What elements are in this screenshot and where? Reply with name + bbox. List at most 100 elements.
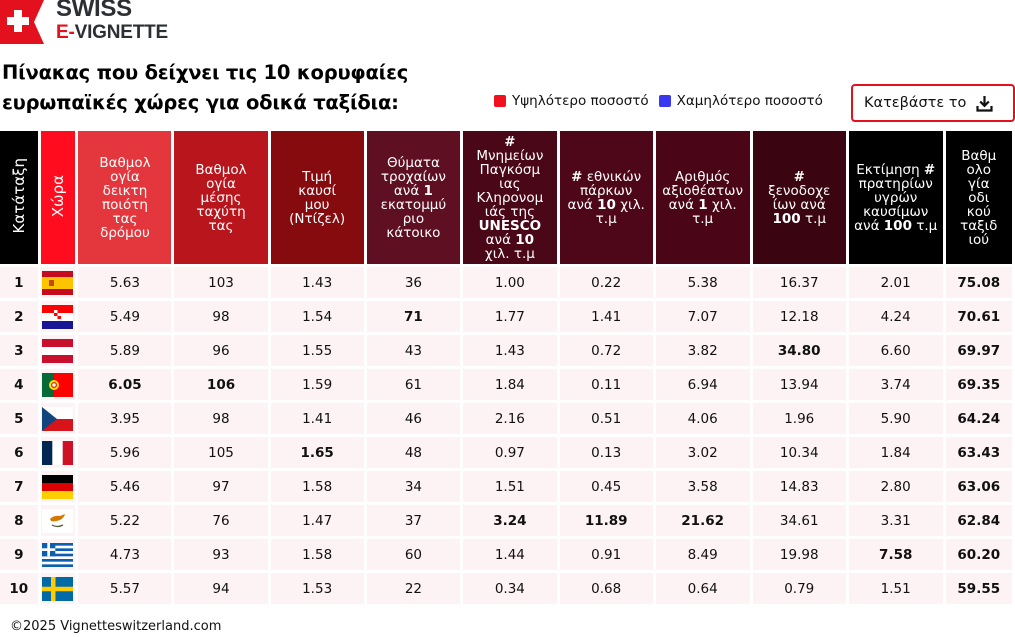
national-parks-cell: 0.11 [559, 369, 653, 400]
road-quality-cell: 5.96 [78, 437, 172, 468]
hotels-cell: 16.37 [752, 267, 846, 298]
fuel-stations-cell: 1.51 [848, 573, 943, 604]
road-deaths-cell: 48 [366, 437, 461, 468]
avg-speed-cell: 105 [174, 437, 268, 468]
portugal-flag-icon [42, 372, 74, 397]
hotels-cell: 1.96 [752, 403, 846, 434]
diesel-price-cell: 1.59 [270, 369, 364, 400]
hotels-cell: 10.34 [752, 437, 846, 468]
header-road-quality: Βαθμολ ογία δεικτη ποιότη τας δρόμου [78, 131, 172, 264]
total-score-cell: 64.24 [945, 403, 1012, 434]
logo[interactable]: SWISS E-VIGNETTE [0, 0, 180, 46]
table-row: 7 5.46 97 1.58 34 1.51 0.45 3.58 14.83 2.80 63.06 [0, 471, 1012, 502]
road-deaths-cell: 46 [366, 403, 461, 434]
country-flag-cell [40, 573, 76, 604]
legend-high: Υψηλότερο ποσοστό [494, 93, 649, 109]
avg-speed-cell: 96 [174, 335, 268, 366]
road-quality-cell: 3.95 [78, 403, 172, 434]
avg-speed-cell: 93 [174, 539, 268, 570]
fuel-stations-cell: 3.74 [848, 369, 943, 400]
fuel-stations-cell: 5.90 [848, 403, 943, 434]
header-diesel-price: Τιμή καυσί μου (Ντίζελ) [270, 131, 364, 264]
diesel-price-cell: 1.47 [270, 505, 364, 536]
diesel-price-cell: 1.65 [270, 437, 364, 468]
attractions-cell: 4.06 [655, 403, 750, 434]
road-deaths-cell: 61 [366, 369, 461, 400]
legend-low-label: Χαμηλότερο ποσοστό [676, 93, 823, 109]
logo-e-prefix: E- [56, 22, 75, 43]
avg-speed-cell: 98 [174, 403, 268, 434]
country-flag-cell [40, 335, 76, 366]
diesel-price-cell: 1.58 [270, 539, 364, 570]
table-row: 3 5.89 96 1.55 43 1.43 0.72 3.82 34.80 6.60 69.97 [0, 335, 1012, 366]
unesco-cell: 1.51 [463, 471, 557, 502]
road-deaths-cell: 36 [366, 267, 461, 298]
unesco-cell: 0.97 [463, 437, 557, 468]
avg-speed-cell: 98 [174, 301, 268, 332]
header-avg-speed: Βαθμολ ογία μέσης ταχύτη τας [174, 131, 268, 264]
rank-cell: 4 [0, 369, 38, 400]
legend-low-swatch [658, 95, 671, 107]
rank-cell: 1 [0, 267, 38, 298]
road-quality-cell: 5.63 [78, 267, 172, 298]
rank-cell: 6 [0, 437, 38, 468]
unesco-cell: 0.34 [463, 573, 557, 604]
unesco-cell: 1.00 [463, 267, 557, 298]
hotels-cell: 34.61 [752, 505, 846, 536]
table-row: 5 3.95 98 1.41 46 2.16 0.51 4.06 1.96 5.90 64.24 [0, 403, 1012, 434]
hotels-cell: 19.98 [752, 539, 846, 570]
fuel-stations-cell: 6.60 [848, 335, 943, 366]
hotels-cell: 12.18 [752, 301, 846, 332]
national-parks-cell: 0.22 [559, 267, 653, 298]
national-parks-cell: 0.72 [559, 335, 653, 366]
national-parks-cell: 0.45 [559, 471, 653, 502]
national-parks-cell: 0.51 [559, 403, 653, 434]
road-quality-cell: 4.73 [78, 539, 172, 570]
country-flag-cell [40, 369, 76, 400]
total-score-cell: 63.43 [945, 437, 1012, 468]
header-attractions: Αριθμός αξιοθέατων ανά 1 χιλ. τ.μ [655, 131, 750, 264]
national-parks-cell: 0.13 [559, 437, 653, 468]
rank-cell: 3 [0, 335, 38, 366]
hotels-cell: 13.94 [752, 369, 846, 400]
road-deaths-cell: 60 [366, 539, 461, 570]
footer-copyright: ©2025 Vignetteswitzerland.com [10, 619, 222, 634]
header-country: Χώρα [40, 131, 76, 264]
cyprus-flag-icon [42, 508, 74, 533]
austria-flag-icon [42, 338, 74, 363]
unesco-cell: 1.43 [463, 335, 557, 366]
rank-cell: 8 [0, 505, 38, 536]
attractions-cell: 7.07 [655, 301, 750, 332]
attractions-cell: 6.94 [655, 369, 750, 400]
swiss-flag-logo-icon [0, 0, 44, 44]
attractions-cell: 3.82 [655, 335, 750, 366]
road-quality-cell: 5.22 [78, 505, 172, 536]
country-flag-cell [40, 471, 76, 502]
fuel-stations-cell: 7.58 [848, 539, 943, 570]
diesel-price-cell: 1.41 [270, 403, 364, 434]
avg-speed-cell: 97 [174, 471, 268, 502]
diesel-price-cell: 1.55 [270, 335, 364, 366]
fuel-stations-cell: 4.24 [848, 301, 943, 332]
avg-speed-cell: 94 [174, 573, 268, 604]
road-quality-cell: 5.46 [78, 471, 172, 502]
header-unesco: # Μνημείων Παγκόσμ ιας Κληρονομ ιάς της UNESCO… [463, 131, 557, 264]
avg-speed-cell: 103 [174, 267, 268, 298]
rank-cell: 10 [0, 573, 38, 604]
table-row: 6 5.96 105 1.65 48 0.97 0.13 3.02 10.34 1.84 63.43 [0, 437, 1012, 468]
total-score-cell: 69.97 [945, 335, 1012, 366]
rank-cell: 2 [0, 301, 38, 332]
table-row: 10 5.57 94 1.53 22 0.34 0.68 0.64 0.79 1.51 59.55 [0, 573, 1012, 604]
national-parks-cell: 1.41 [559, 301, 653, 332]
legend-high-swatch [494, 95, 506, 107]
download-button[interactable]: Κατεβάστε το [851, 84, 1015, 122]
sweden-flag-icon [42, 576, 74, 601]
logo-vignette: VIGNETTE [74, 22, 169, 43]
legend-low: Χαμηλότερο ποσοστό [658, 93, 823, 109]
header-fuel-stations: Εκτίμηση # πρατηρίων υγρών καυσίμων ανά 100 … [848, 131, 943, 264]
attractions-cell: 3.02 [655, 437, 750, 468]
czech-flag-icon [42, 406, 74, 431]
total-score-cell: 62.84 [945, 505, 1012, 536]
legend-high-label: Υψηλότερο ποσοστό [512, 93, 649, 109]
diesel-price-cell: 1.43 [270, 267, 364, 298]
